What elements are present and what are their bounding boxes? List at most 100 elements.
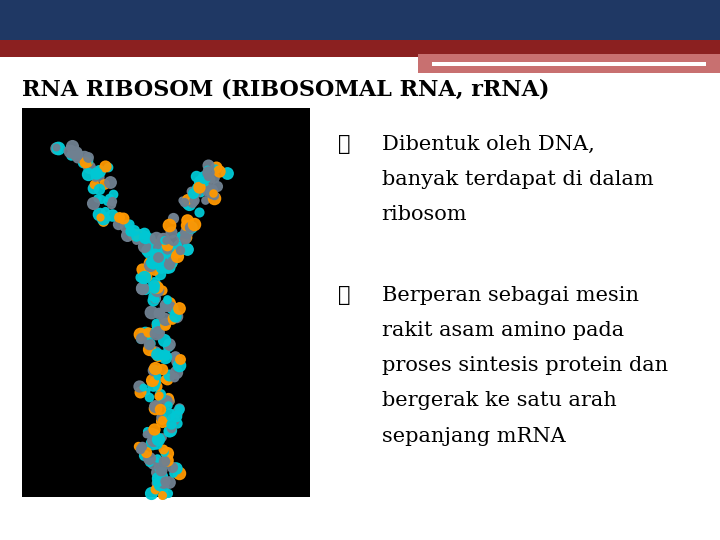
Point	[205, 190, 217, 198]
Point	[138, 273, 150, 281]
Point	[155, 465, 166, 474]
Point	[144, 339, 156, 347]
Point	[154, 390, 166, 399]
Point	[163, 371, 175, 380]
Point	[107, 211, 118, 220]
Point	[180, 221, 192, 230]
Point	[89, 173, 101, 181]
Point	[164, 301, 176, 310]
Text: ❖: ❖	[338, 286, 351, 305]
Point	[174, 245, 185, 254]
Point	[66, 142, 78, 151]
Point	[144, 259, 156, 267]
Point	[148, 381, 159, 389]
Point	[114, 213, 125, 221]
Point	[137, 284, 148, 292]
Point	[158, 253, 170, 262]
Point	[140, 387, 152, 395]
Point	[82, 170, 94, 178]
Point	[142, 328, 153, 336]
Point	[206, 186, 217, 194]
Point	[147, 376, 158, 384]
Point	[203, 187, 215, 196]
Point	[143, 392, 155, 401]
Point	[158, 350, 169, 359]
Point	[168, 213, 179, 222]
Point	[148, 239, 159, 247]
Point	[213, 167, 225, 176]
Point	[131, 229, 143, 238]
Point	[181, 199, 193, 207]
Point	[97, 217, 109, 225]
Point	[151, 478, 163, 487]
Point	[166, 254, 177, 263]
Point	[156, 413, 167, 422]
Point	[66, 151, 77, 159]
Point	[93, 173, 104, 181]
Point	[174, 304, 185, 313]
Point	[157, 433, 168, 441]
Point	[163, 220, 175, 229]
Point	[158, 445, 169, 454]
Point	[159, 319, 171, 327]
Point	[139, 328, 150, 337]
Point	[202, 171, 214, 180]
Point	[82, 156, 94, 165]
Point	[165, 227, 176, 236]
Point	[166, 316, 178, 325]
Point	[112, 220, 124, 228]
Point	[159, 321, 171, 329]
Point	[153, 328, 164, 336]
Point	[163, 260, 175, 268]
Point	[140, 272, 152, 280]
Point	[148, 296, 159, 305]
Point	[134, 272, 145, 281]
Point	[134, 444, 145, 453]
Point	[180, 227, 192, 236]
Point	[163, 489, 174, 497]
Point	[137, 382, 148, 391]
Point	[159, 477, 171, 485]
Bar	[432, 62, 706, 66]
Point	[178, 198, 189, 206]
Point	[185, 222, 197, 231]
Point	[166, 304, 177, 313]
Point	[158, 236, 170, 245]
Point	[104, 193, 115, 202]
Point	[138, 451, 150, 460]
Point	[107, 197, 118, 206]
Point	[174, 355, 186, 363]
Point	[99, 162, 111, 171]
Point	[90, 169, 102, 178]
Point	[149, 457, 161, 465]
Point	[221, 169, 233, 178]
Point	[140, 233, 151, 242]
Point	[148, 280, 160, 289]
Point	[147, 459, 158, 468]
Point	[163, 339, 175, 348]
Point	[202, 160, 213, 169]
Point	[161, 241, 172, 250]
Point	[208, 194, 220, 202]
Point	[160, 314, 171, 323]
Point	[157, 489, 168, 498]
Point	[162, 394, 174, 402]
Point	[174, 240, 185, 248]
Point	[161, 245, 173, 253]
Point	[121, 230, 132, 239]
Point	[87, 199, 99, 207]
Point	[97, 213, 109, 222]
Point	[135, 329, 146, 338]
Point	[157, 479, 168, 488]
Point	[125, 226, 136, 235]
Point	[52, 144, 63, 153]
Point	[166, 313, 177, 322]
Point	[82, 152, 94, 161]
Point	[93, 166, 104, 175]
Point	[194, 177, 205, 185]
Point	[136, 265, 148, 274]
Point	[143, 458, 155, 467]
Point	[171, 418, 183, 427]
Point	[160, 236, 171, 245]
Point	[148, 436, 159, 444]
